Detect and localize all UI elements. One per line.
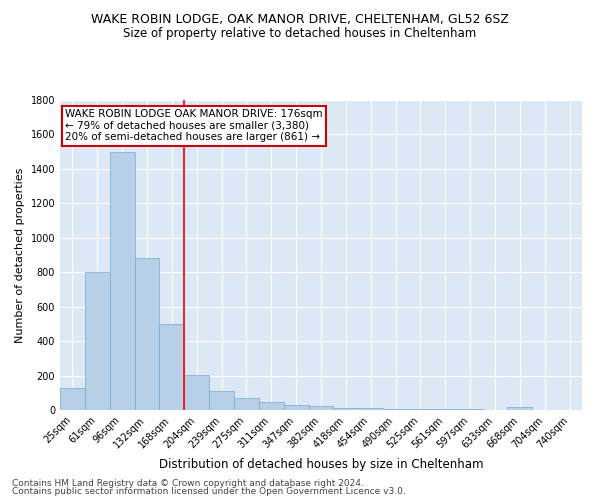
Bar: [383, 409, 408, 410]
Bar: [334, 408, 358, 410]
Bar: [209, 391, 234, 410]
Bar: [458, 409, 482, 410]
Text: WAKE ROBIN LODGE, OAK MANOR DRIVE, CHELTENHAM, GL52 6SZ: WAKE ROBIN LODGE, OAK MANOR DRIVE, CHELT…: [91, 12, 509, 26]
Bar: [508, 406, 532, 410]
Bar: [234, 398, 259, 410]
Text: Size of property relative to detached houses in Cheltenham: Size of property relative to detached ho…: [124, 28, 476, 40]
Y-axis label: Number of detached properties: Number of detached properties: [15, 168, 25, 342]
Bar: [85, 272, 110, 410]
Text: WAKE ROBIN LODGE OAK MANOR DRIVE: 176sqm
← 79% of detached houses are smaller (3: WAKE ROBIN LODGE OAK MANOR DRIVE: 176sqm…: [65, 110, 323, 142]
Bar: [259, 402, 284, 410]
Bar: [184, 374, 209, 410]
Bar: [358, 408, 383, 410]
Bar: [110, 152, 134, 410]
Bar: [134, 258, 160, 410]
Text: Contains public sector information licensed under the Open Government Licence v3: Contains public sector information licen…: [12, 487, 406, 496]
Bar: [308, 406, 334, 410]
Bar: [408, 409, 433, 410]
Bar: [60, 388, 85, 410]
Bar: [160, 324, 184, 410]
X-axis label: Distribution of detached houses by size in Cheltenham: Distribution of detached houses by size …: [159, 458, 483, 471]
Bar: [433, 409, 458, 410]
Bar: [284, 405, 308, 410]
Text: Contains HM Land Registry data © Crown copyright and database right 2024.: Contains HM Land Registry data © Crown c…: [12, 478, 364, 488]
